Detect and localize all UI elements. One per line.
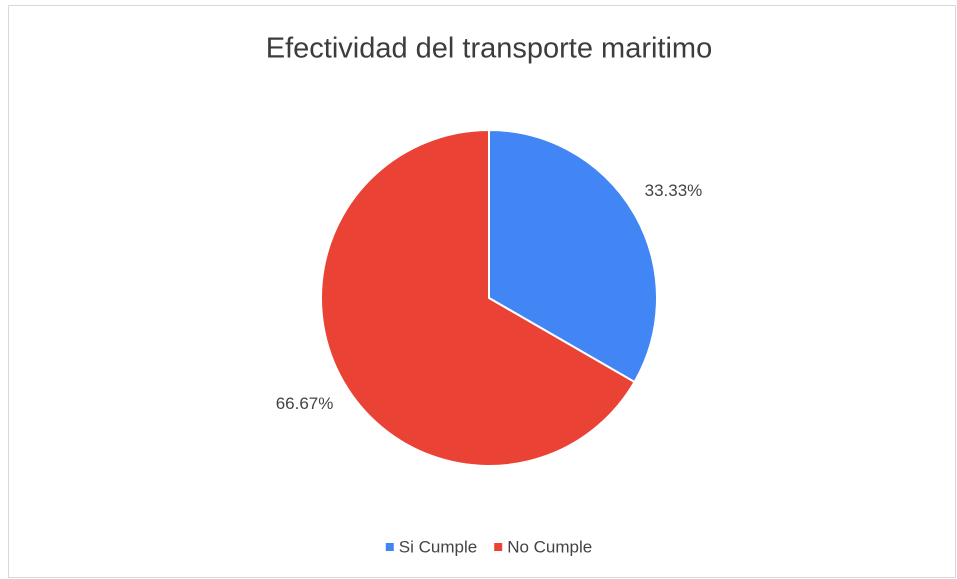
slice-label: 33.33% <box>645 181 703 200</box>
slice-label: 66.67% <box>276 394 334 413</box>
pie-slice <box>320 128 636 467</box>
chart-title: Efectividad del transporte maritimo <box>266 33 712 65</box>
legend-swatch <box>385 543 394 551</box>
legend-label: No Cumple <box>507 537 592 556</box>
legend-label: Si Cumple <box>399 537 477 556</box>
pie-slice <box>488 128 658 384</box>
legend-swatch <box>494 543 503 551</box>
